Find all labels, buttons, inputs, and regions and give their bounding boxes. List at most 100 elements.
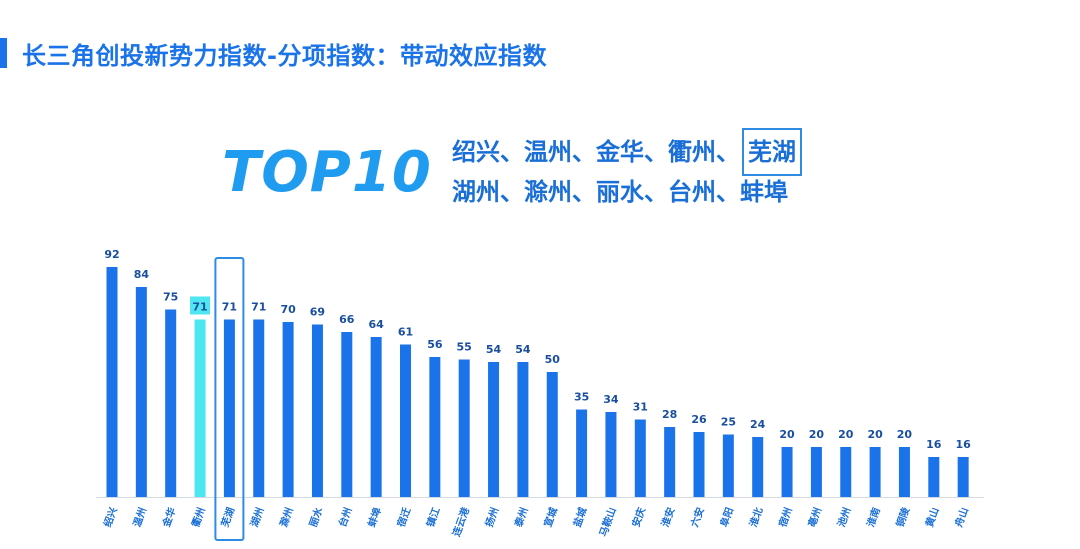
category-label-盐城: 盐城 [570,506,589,529]
value-label-铜陵: 20 [897,428,913,441]
value-label-宿迁: 61 [398,326,413,339]
bar-绍兴 [106,267,118,497]
category-label-芜湖: 芜湖 [218,506,237,529]
value-label-亳州: 20 [809,428,825,441]
category-label-黄山: 黄山 [923,506,942,529]
top10-city: 衢州、 [668,138,740,166]
value-label-泰州: 54 [515,343,531,356]
bar-丽水 [311,324,323,497]
top10-row: 湖州、 滁州、 丽水、 台州、 蚌埠 [452,172,798,212]
value-label-连云港: 55 [457,341,472,354]
category-label-淮北: 淮北 [746,506,765,529]
bar-台州 [341,332,353,497]
category-label-六安: 六安 [688,506,707,529]
value-label-六安: 26 [691,413,707,426]
bar-盐城 [576,409,588,497]
highlight-outline-芜湖 [214,257,245,541]
top10-city: 滁州、 [524,178,596,206]
category-label-镇江: 镇江 [424,506,443,529]
value-label-盐城: 35 [574,391,589,404]
category-label-湖州: 湖州 [248,506,267,529]
value-label-台州: 66 [339,313,355,326]
bar-芜湖 [223,319,235,497]
value-label-镇江: 56 [427,338,443,351]
value-label-温州: 84 [134,268,150,281]
top10-row: 绍兴、 温州、 金华、 衢州、 芜湖 [452,128,802,176]
value-label-box [190,296,211,315]
top10-city: 蚌埠 [740,178,788,206]
category-label-蚌埠: 蚌埠 [365,506,384,529]
bar-湖州 [253,319,265,497]
category-label-扬州: 扬州 [482,506,501,529]
category-label-亳州: 亳州 [805,506,824,529]
bar-镇江 [429,357,441,497]
category-label-淮安: 淮安 [658,506,677,529]
bar-金华 [165,309,177,497]
category-label-宿州: 宿州 [776,506,795,529]
bar-淮北 [752,437,764,497]
bar-衢州 [194,319,206,497]
bar-马鞍山 [605,412,617,497]
value-label-淮安: 28 [662,408,677,421]
top10-city: 丽水、 [596,178,668,206]
category-label-阜阳: 阜阳 [717,506,736,529]
top10-city: 金华、 [596,138,668,166]
value-label-湖州: 71 [251,301,266,314]
value-label-滁州: 70 [280,303,296,316]
category-label-衢州: 衢州 [189,506,208,529]
value-label-芜湖: 71 [222,301,237,314]
value-label-扬州: 54 [486,343,502,356]
category-label-宿迁: 宿迁 [394,506,413,529]
category-label-绍兴: 绍兴 [101,506,120,529]
top10-city-list: 绍兴、 温州、 金华、 衢州、 芜湖 湖州、 滁州、 丽水、 台州、 蚌埠 [452,128,802,212]
bar-阜阳 [722,434,734,497]
value-label-马鞍山: 34 [603,393,619,406]
category-label-淮南: 淮南 [864,506,883,529]
value-label-安庆: 31 [633,401,648,414]
value-label-蚌埠: 64 [368,318,384,331]
value-label-宣城: 50 [545,353,561,366]
bar-淮安 [664,427,676,497]
bar-滁州 [282,322,294,497]
bar-安庆 [634,419,646,497]
bar-宿州 [781,447,793,497]
bar-池州 [840,447,852,497]
bar-铜陵 [898,447,910,497]
value-label-淮南: 20 [867,428,883,441]
value-label-池州: 20 [838,428,854,441]
top10-city: 绍兴、 [452,138,524,166]
category-label-滁州: 滁州 [277,506,296,529]
bar-宣城 [546,372,558,497]
category-label-金华: 金华 [159,506,178,530]
value-label-阜阳: 25 [721,416,736,429]
top10-city-highlighted: 芜湖 [742,128,802,176]
value-label-丽水: 69 [310,306,325,319]
category-label-铜陵: 铜陵 [893,505,912,529]
value-label-宿州: 20 [779,428,795,441]
category-label-安庆: 安庆 [629,506,648,529]
bar-蚌埠 [370,337,382,497]
bar-温州 [135,287,147,497]
top10-label: TOP10 [222,140,432,205]
bar-黄山 [928,457,940,497]
category-label-马鞍山: 马鞍山 [596,506,618,539]
bar-六安 [693,432,705,497]
bar-宿迁 [400,344,411,497]
category-label-舟山: 舟山 [952,506,971,529]
value-label-绍兴: 92 [104,248,119,261]
value-label-衢州: 71 [192,301,207,314]
bar-连云港 [458,359,470,497]
category-label-池州: 池州 [835,506,854,529]
title-accent-bar [0,38,7,68]
top10-city: 台州、 [668,178,740,206]
category-label-泰州: 泰州 [511,506,530,530]
bar-舟山 [957,457,969,497]
value-label-舟山: 16 [955,438,971,451]
value-label-金华: 75 [163,291,178,304]
category-label-台州: 台州 [336,506,355,529]
value-label-黄山: 16 [926,438,942,451]
category-label-宣城: 宣城 [541,506,560,529]
bar-扬州 [488,362,500,497]
category-label-温州: 温州 [130,506,149,529]
